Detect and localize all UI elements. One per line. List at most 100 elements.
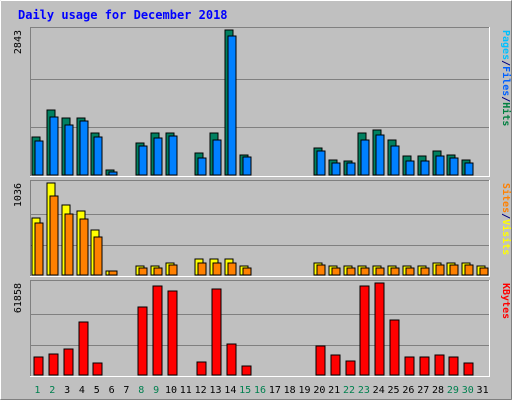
- bar-files-day-26: [405, 160, 415, 176]
- x-tick-label: 28: [432, 385, 444, 396]
- bar-files-day-12: [197, 157, 207, 176]
- x-tick-label: 27: [417, 385, 429, 396]
- bar-files-day-6: [108, 171, 118, 176]
- x-tick-label: 21: [328, 385, 340, 396]
- bar-files-day-23: [360, 139, 370, 176]
- bar-sites-day-3: [64, 213, 74, 276]
- bar-files-day-27: [420, 160, 430, 176]
- x-tick-label: 13: [209, 385, 221, 396]
- y-max-label: 61858: [13, 283, 24, 313]
- bar-sites-day-13: [212, 262, 222, 276]
- legend-entry: /: [500, 213, 511, 219]
- bar-sites-day-10: [168, 264, 178, 276]
- bar-kbytes-day-20: [315, 345, 326, 376]
- bar-sites-day-26: [405, 267, 415, 276]
- bar-sites-day-21: [331, 267, 341, 276]
- legend-entry: Sites: [500, 183, 512, 213]
- bar-files-day-3: [64, 124, 74, 176]
- bar-files-day-21: [331, 162, 341, 176]
- legend-entry: Visits: [500, 219, 512, 255]
- x-tick-label: 29: [447, 385, 459, 396]
- bar-kbytes-day-29: [448, 356, 459, 376]
- x-tick-label: 12: [195, 385, 207, 396]
- x-tick-label: 1: [34, 385, 40, 396]
- x-tick-label: 25: [388, 385, 400, 396]
- chart-title: Daily usage for December 2018: [18, 8, 228, 22]
- bar-files-day-9: [153, 137, 163, 176]
- bar-sites-day-2: [49, 195, 59, 276]
- bar-kbytes-day-27: [419, 356, 430, 376]
- bar-kbytes-day-28: [434, 354, 445, 376]
- bar-sites-day-20: [316, 264, 326, 276]
- x-tick-label: 4: [79, 385, 85, 396]
- bar-files-day-8: [138, 145, 148, 176]
- bar-kbytes-day-10: [167, 290, 178, 376]
- legend-entry: /: [500, 60, 511, 66]
- bar-files-day-10: [168, 135, 178, 176]
- bar-files-day-4: [79, 120, 89, 176]
- x-axis-labels: 1 2 3 4 5 6 7 8 9 10 11 12 13 14 15 16 17 18 19 20 21 22 23 24 2…: [34, 385, 488, 396]
- bar-files-day-13: [212, 139, 222, 176]
- bar-sites-day-6: [108, 270, 118, 276]
- bar-kbytes-day-23: [359, 285, 370, 376]
- bar-kbytes-day-26: [404, 356, 415, 376]
- x-tick-label: 18: [284, 385, 296, 396]
- bar-kbytes-day-21: [330, 354, 341, 376]
- x-tick-label: 22: [343, 385, 355, 396]
- bar-sites-day-1: [34, 222, 44, 276]
- x-tick-label: 6: [109, 385, 115, 396]
- bar-sites-day-22: [346, 267, 356, 276]
- legend: KBytes: [500, 283, 511, 319]
- x-tick-label: 2: [49, 385, 55, 396]
- bar-files-day-28: [435, 155, 445, 176]
- bar-kbytes-day-2: [48, 353, 59, 376]
- plot-area: [30, 180, 490, 277]
- legend-entry: Hits: [500, 102, 512, 126]
- x-tick-label: 11: [180, 385, 192, 396]
- bar-kbytes-day-14: [226, 343, 237, 376]
- bar-files-day-15: [242, 156, 252, 176]
- plot-area: [30, 27, 490, 177]
- bar-kbytes-day-8: [137, 306, 148, 376]
- bar-kbytes-day-1: [33, 356, 44, 376]
- legend: Pages/Files/Hits: [500, 30, 512, 126]
- x-tick-label: 23: [358, 385, 370, 396]
- bar-sites-day-25: [390, 267, 400, 276]
- bar-files-day-2: [49, 116, 59, 176]
- x-tick-label: 31: [477, 385, 489, 396]
- x-tick-label: 24: [373, 385, 385, 396]
- bar-sites-day-27: [420, 267, 430, 276]
- chart-panel-1: 2843 Pages/Files/Hits: [13, 27, 512, 177]
- x-tick-label: 19: [298, 385, 310, 396]
- bar-kbytes-day-13: [211, 288, 222, 376]
- bar-sites-day-23: [360, 267, 370, 276]
- x-tick-label: 17: [269, 385, 281, 396]
- bar-sites-day-15: [242, 267, 252, 276]
- x-tick-label: 8: [138, 385, 144, 396]
- legend-entry: Pages: [500, 30, 511, 60]
- x-tick-label: 7: [123, 385, 129, 396]
- bar-kbytes-day-22: [345, 360, 356, 376]
- x-tick-label: 14: [224, 385, 236, 396]
- bar-files-day-29: [449, 157, 459, 176]
- bar-sites-day-30: [464, 264, 474, 276]
- bar-files-day-22: [346, 162, 356, 176]
- bar-sites-day-9: [153, 267, 163, 276]
- legend-entry: KBytes: [500, 283, 511, 319]
- legend-entry: /: [500, 96, 511, 102]
- y-max-label: 1036: [13, 183, 24, 207]
- legend-entry: Files: [500, 66, 512, 96]
- x-tick-label: 9: [153, 385, 159, 396]
- bar-sites-day-12: [197, 262, 207, 276]
- x-tick-label: 10: [165, 385, 177, 396]
- bar-kbytes-day-4: [78, 321, 89, 376]
- chart-panel-2: 1036 Sites/Visits: [13, 180, 512, 277]
- y-max-label: 2843: [13, 30, 24, 54]
- x-tick-label: 15: [239, 385, 251, 396]
- bar-sites-day-24: [375, 267, 385, 276]
- bar-files-day-20: [316, 150, 326, 176]
- bar-kbytes-day-5: [92, 362, 103, 376]
